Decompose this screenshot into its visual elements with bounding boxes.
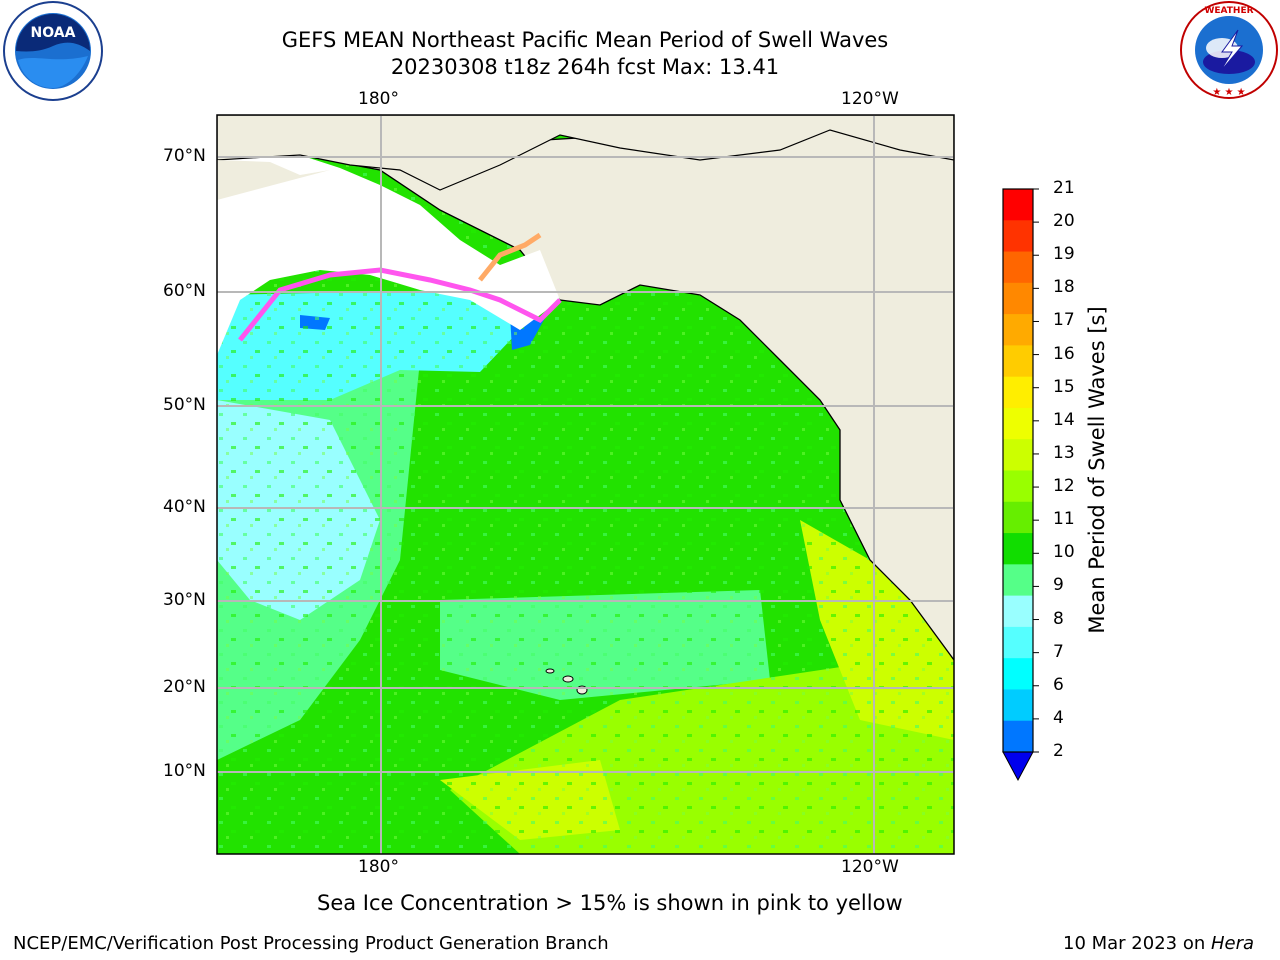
colorbar-segment [1003, 533, 1033, 565]
colorbar-tick-label: 12 [1053, 476, 1075, 497]
colorbar-segment [1003, 314, 1033, 346]
colorbar-tick-label: 13 [1053, 442, 1075, 463]
lat-label: 50°N [163, 395, 206, 415]
colorbar-tick-label: 4 [1053, 707, 1064, 728]
chart-title: GEFS MEAN Northeast Pacific Mean Period … [281, 28, 889, 52]
arctic-land [217, 115, 954, 191]
colorbar-segment [1003, 626, 1033, 659]
top-lon-label: 180° [358, 89, 399, 109]
svg-text:★ ★ ★: ★ ★ ★ [1212, 87, 1245, 98]
lat-label: 60°N [163, 281, 206, 301]
sea-ice-edge [238, 267, 562, 342]
colorbar-segment [1003, 720, 1033, 753]
graticule [217, 115, 954, 854]
colorbar-tick-label: 19 [1053, 244, 1075, 265]
colorbar-under-arrow [1002, 751, 1034, 782]
lat-label: 70°N [163, 146, 206, 166]
footer-date-text: 10 Mar 2023 on [1063, 933, 1211, 954]
colorbar-segment [1003, 439, 1033, 471]
colorbar-tick-label: 20 [1053, 211, 1075, 232]
colorbar-segment [1003, 251, 1033, 284]
chart-subtitle: 20230308 t18z 264h fcst Max: 13.41 [390, 55, 780, 79]
noaa-logo: NOAA [0, 0, 106, 106]
lat-label: 30°N [163, 590, 206, 610]
sea-ice-note: Sea Ice Concentration > 15% is shown in … [317, 891, 903, 915]
svg-text:NOAA: NOAA [31, 25, 76, 41]
top-lon-label: 120°W [841, 89, 899, 109]
sea-ice-edge-yellow [478, 232, 542, 282]
colorbar-segment [1003, 282, 1033, 315]
colorbar-tick-label: 14 [1053, 409, 1075, 430]
lat-label: 40°N [163, 497, 206, 517]
colorbar-tick-label: 16 [1053, 343, 1075, 364]
colorbar-tick-label: 21 [1053, 178, 1075, 198]
colorbar-tick-label: 10 [1053, 542, 1075, 563]
hawaii-island [562, 675, 574, 683]
footer-date: 10 Mar 2023 on Hera [1063, 933, 1254, 954]
colorbar-tick-label: 9 [1053, 575, 1064, 596]
colorbar-tick-label: 2 [1053, 741, 1064, 761]
map-frame [216, 114, 955, 855]
colorbar-segment [1003, 470, 1033, 503]
colorbar-frame [1002, 188, 1034, 753]
siberia-land [217, 160, 330, 200]
colorbar-tick-label: 18 [1053, 277, 1075, 298]
national-weather-service-logo: WEATHER ★ ★ ★ [1178, 0, 1280, 104]
colorbar-tick-label: 8 [1053, 608, 1064, 629]
colorbar-tick-label: 15 [1053, 376, 1075, 397]
colorbar-segment [1003, 658, 1033, 690]
colorbar-label: Mean Period of Swell Waves [s] [1085, 306, 1109, 634]
colorbar-segment [1003, 595, 1033, 628]
lat-label: 20°N [163, 677, 206, 697]
colorbar-segment [1003, 501, 1033, 534]
colorbar-segment [1003, 345, 1033, 378]
footer-machine: Hera [1210, 933, 1255, 954]
colorbar-tick-label: 7 [1053, 641, 1064, 662]
colorbar-segment [1003, 376, 1033, 409]
colorbar-segment [1003, 407, 1033, 440]
colorbar-segment [1003, 564, 1033, 597]
colorbar-segment [1003, 689, 1033, 722]
colorbar-segment [1003, 220, 1033, 253]
lat-label: 10°N [163, 761, 206, 781]
bottom-lon-label: 180° [358, 857, 399, 877]
colorbar-tick-label: 6 [1053, 674, 1064, 695]
svg-text:WEATHER: WEATHER [1204, 6, 1253, 16]
footer-credit: NCEP/EMC/Verification Post Processing Pr… [13, 933, 609, 954]
sea-ice-region [217, 155, 560, 355]
colorbar-segment [1003, 189, 1033, 221]
colorbar-tick-label: 17 [1053, 310, 1075, 331]
colorbar-tick-label: 11 [1053, 509, 1075, 530]
bottom-lon-label: 120°W [841, 857, 899, 877]
hawaii-island [545, 668, 555, 674]
